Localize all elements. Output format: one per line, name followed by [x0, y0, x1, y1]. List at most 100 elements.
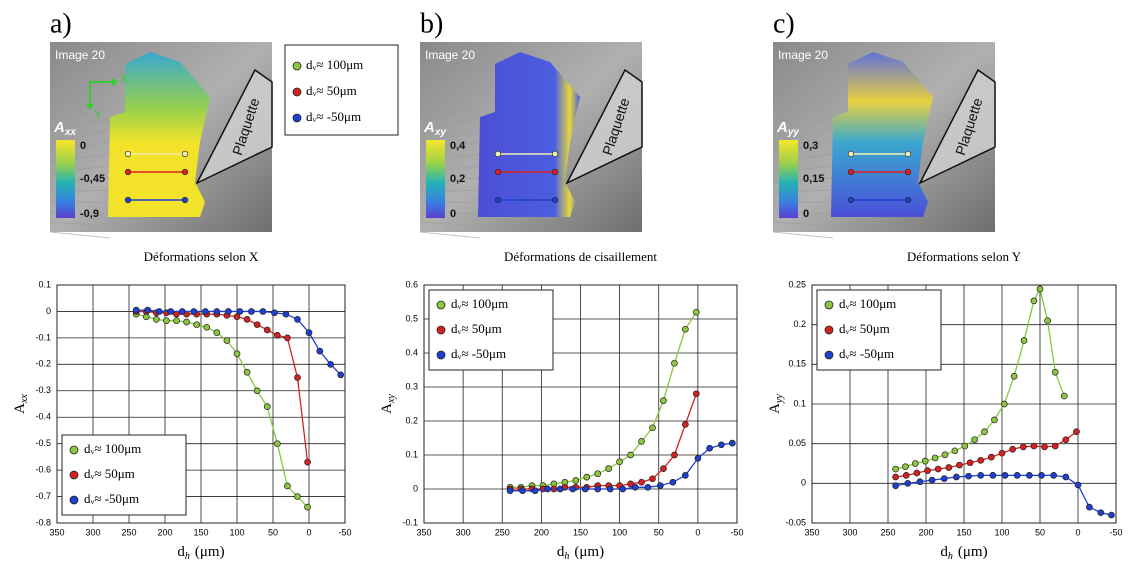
- y-tick-label: 0.6: [405, 279, 418, 289]
- data-point: [225, 308, 232, 315]
- data-point: [519, 487, 526, 495]
- legend-label: dᵥ≈ 100μm: [451, 296, 508, 311]
- chart-title: Déformations selon X: [144, 249, 259, 264]
- colorbar-tick-label: 0,4: [450, 140, 466, 152]
- profile-end: [124, 196, 132, 204]
- arrow-head: [86, 104, 94, 110]
- y-tick-label: -0.4: [35, 412, 51, 422]
- x-axis-unit: (μm): [958, 544, 988, 560]
- tool: [195, 68, 273, 185]
- y-tick-label: 0.2: [793, 319, 806, 329]
- data-point: [692, 308, 700, 316]
- image-title: Image 20: [55, 48, 105, 62]
- data-point: [316, 347, 324, 355]
- tool: [918, 68, 996, 185]
- y-tick-label: 0: [801, 478, 806, 488]
- colorbar: [426, 140, 445, 218]
- legend-marker: [69, 495, 79, 505]
- y-axis-label: Axx: [12, 394, 30, 414]
- data-point: [627, 451, 634, 459]
- data-point: [892, 473, 899, 481]
- x-axis-symbol: d: [940, 544, 948, 560]
- colorbar-tick-label: 0,2: [450, 173, 465, 185]
- data-point: [253, 321, 261, 329]
- data-point: [294, 374, 301, 381]
- texture: [49, 117, 111, 133]
- data-point: [263, 403, 271, 410]
- y-tick-label: 0.2: [405, 415, 418, 425]
- texture: [419, 105, 481, 123]
- data-point: [619, 485, 627, 493]
- legend-label: dᵥ≈ -50μm: [306, 109, 361, 124]
- data-point: [660, 397, 667, 404]
- data-point: [223, 337, 231, 344]
- profile-end: [181, 168, 189, 176]
- data-point: [671, 451, 678, 459]
- data-point: [167, 308, 175, 315]
- data-point: [248, 308, 255, 315]
- x-tick-label: 250: [495, 527, 510, 537]
- y-tick-label: -0.1: [35, 332, 51, 342]
- data-point: [649, 475, 656, 483]
- x-tick-label: 200: [157, 527, 172, 537]
- data-point: [627, 480, 634, 488]
- texture: [419, 93, 481, 113]
- legend-marker: [436, 350, 446, 360]
- data-point: [924, 467, 931, 474]
- legend-marker: [436, 300, 446, 310]
- x-tick-label: 150: [956, 527, 971, 537]
- legend-box: [284, 44, 399, 136]
- data-point: [1060, 392, 1068, 400]
- texture: [49, 231, 111, 239]
- data-point: [904, 479, 912, 487]
- x-tick-label: 100: [994, 527, 1009, 537]
- legend-marker: [824, 325, 834, 335]
- texture: [49, 221, 111, 227]
- profile-end: [494, 168, 502, 176]
- profile-end: [124, 150, 132, 158]
- texture: [772, 81, 834, 103]
- colorbar-tick-label: -0,45: [80, 173, 105, 185]
- data-point: [569, 485, 577, 493]
- data-point: [190, 308, 198, 315]
- colorbar-title: Axy: [423, 119, 446, 138]
- data-point: [940, 475, 948, 482]
- data-point: [912, 460, 919, 467]
- data-point: [913, 469, 921, 477]
- data-point: [1108, 511, 1115, 519]
- data-point: [213, 329, 221, 336]
- x-axis-label: dh (μm): [177, 544, 224, 562]
- colorbar-tick-label: 0: [803, 208, 809, 220]
- data-point: [728, 439, 736, 447]
- profile-end: [904, 168, 912, 176]
- data-point: [506, 487, 514, 495]
- data-point: [916, 478, 924, 486]
- y-tick-label: -0.1: [402, 517, 418, 527]
- x-axis-unit: (μm): [574, 544, 604, 560]
- x-axis-symbol: d: [177, 544, 185, 560]
- data-point: [971, 436, 978, 444]
- y-tick-label: -0.6: [35, 464, 51, 474]
- panel-letter: c): [773, 8, 795, 39]
- arrow-head: [112, 78, 118, 86]
- x-tick-label: -50: [730, 527, 743, 537]
- texture: [772, 221, 834, 227]
- image-title: Image 20: [778, 48, 828, 62]
- texture: [772, 105, 834, 123]
- data-point: [638, 438, 645, 445]
- x-tick-label: 350: [49, 527, 64, 537]
- legend-label: dᵥ≈ 100μm: [306, 57, 363, 72]
- data-point: [682, 421, 689, 428]
- y-axis-symbol: A: [379, 403, 395, 414]
- data-point: [1097, 509, 1105, 517]
- legend-marker: [824, 300, 834, 310]
- data-point: [1026, 472, 1033, 479]
- chart-title: Déformations de cisaillement: [504, 249, 657, 264]
- data-point: [606, 485, 614, 493]
- data-point: [892, 482, 899, 490]
- x-tick-label: 50: [654, 527, 664, 537]
- panel-letter: a): [50, 8, 72, 39]
- image-title: Image 20: [425, 48, 475, 62]
